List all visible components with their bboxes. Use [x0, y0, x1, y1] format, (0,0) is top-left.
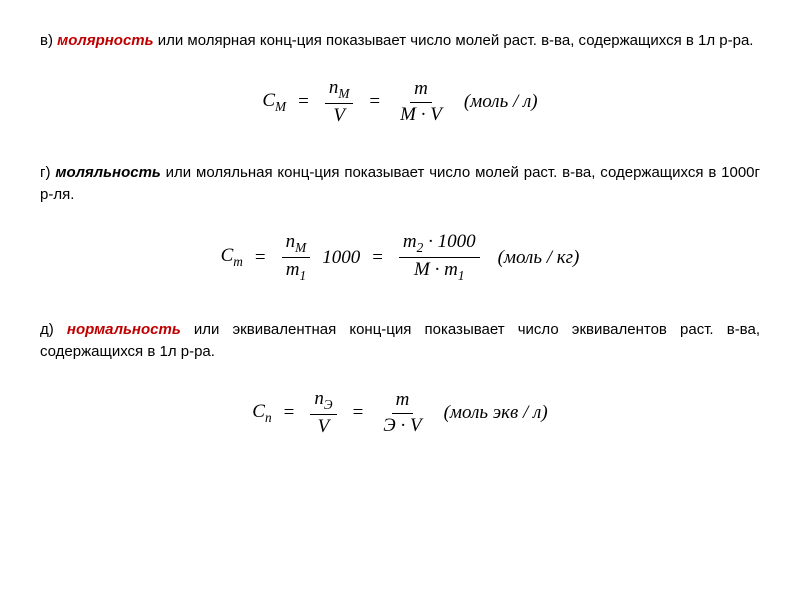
- normality-prefix: д): [40, 321, 67, 338]
- molarity-section: в) молярность или молярная конц-ция пока…: [40, 30, 760, 53]
- molarity-description: или молярная конц-ция показывает число м…: [154, 32, 754, 49]
- formula-lhs: СМ: [262, 90, 286, 115]
- equals-sign: =: [369, 91, 380, 113]
- equals-sign: =: [255, 247, 266, 269]
- equals-sign: =: [284, 402, 295, 424]
- formula-lhs: Сm: [221, 245, 243, 270]
- fraction-1: nМ V: [325, 78, 354, 127]
- normality-formula: Сn = nЭ V = m Э · V (моль экв / л): [40, 389, 760, 438]
- unit-label: (моль экв / л): [444, 402, 548, 424]
- molarity-formula: СМ = nМ V = m M · V (моль / л): [40, 78, 760, 127]
- formula-lhs: Сn: [252, 401, 271, 426]
- molality-section: г) моляльность или моляльная конц-ция по…: [40, 162, 760, 207]
- unit-label: (моль / кг): [498, 247, 580, 269]
- molality-formula: Сm = nМ m1 1000 = m2 · 1000 M · m1 (моль…: [40, 232, 760, 284]
- normality-section: д) нормальность или эквивалентная конц-ц…: [40, 319, 760, 364]
- equals-sign: =: [372, 247, 383, 269]
- molarity-prefix: в): [40, 32, 57, 49]
- molality-prefix: г): [40, 164, 55, 181]
- normality-term: нормальность: [67, 321, 181, 338]
- equals-sign: =: [298, 91, 309, 113]
- fraction-2: m Э · V: [379, 390, 425, 437]
- mult-1000: 1000: [322, 247, 360, 269]
- molality-term: моляльность: [55, 164, 160, 181]
- unit-label: (моль / л): [464, 91, 538, 113]
- fraction-1: nМ m1: [282, 232, 311, 284]
- equals-sign: =: [353, 402, 364, 424]
- fraction-2: m2 · 1000 M · m1: [399, 232, 480, 284]
- molarity-term: молярность: [57, 32, 153, 49]
- fraction-1: nЭ V: [310, 389, 336, 438]
- fraction-2: m M · V: [396, 79, 446, 126]
